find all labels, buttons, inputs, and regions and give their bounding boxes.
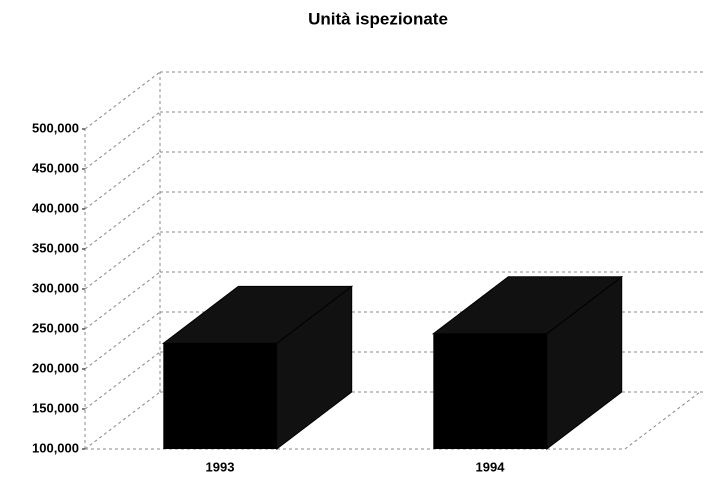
- y-tick-label: 450,000: [32, 160, 79, 175]
- chart-title: Unità ispezionate: [308, 9, 448, 28]
- y-tick-label: 350,000: [32, 240, 79, 255]
- grid-line: [84, 311, 161, 370]
- grid-line: [84, 71, 161, 130]
- grid-line: [84, 231, 161, 290]
- y-tick-label: 150,000: [32, 400, 79, 415]
- floor-edge: [624, 391, 701, 450]
- bar: [163, 343, 277, 449]
- y-tick-label: 400,000: [32, 200, 79, 215]
- grid-line: [84, 151, 161, 210]
- y-tick-label: 100,000: [32, 440, 79, 455]
- y-tick-label: 200,000: [32, 360, 79, 375]
- grid-line: [84, 191, 161, 250]
- bar: [433, 333, 547, 449]
- grid-line: [84, 271, 161, 330]
- x-tick-label: 1993: [206, 459, 235, 474]
- grid-line: [84, 391, 161, 450]
- x-tick-label: 1994: [476, 459, 506, 474]
- y-tick-label: 300,000: [32, 280, 79, 295]
- grid-line: [84, 351, 161, 410]
- y-tick-label: 250,000: [32, 320, 79, 335]
- grid-line: [84, 111, 161, 170]
- y-tick-label: 500,000: [32, 120, 79, 135]
